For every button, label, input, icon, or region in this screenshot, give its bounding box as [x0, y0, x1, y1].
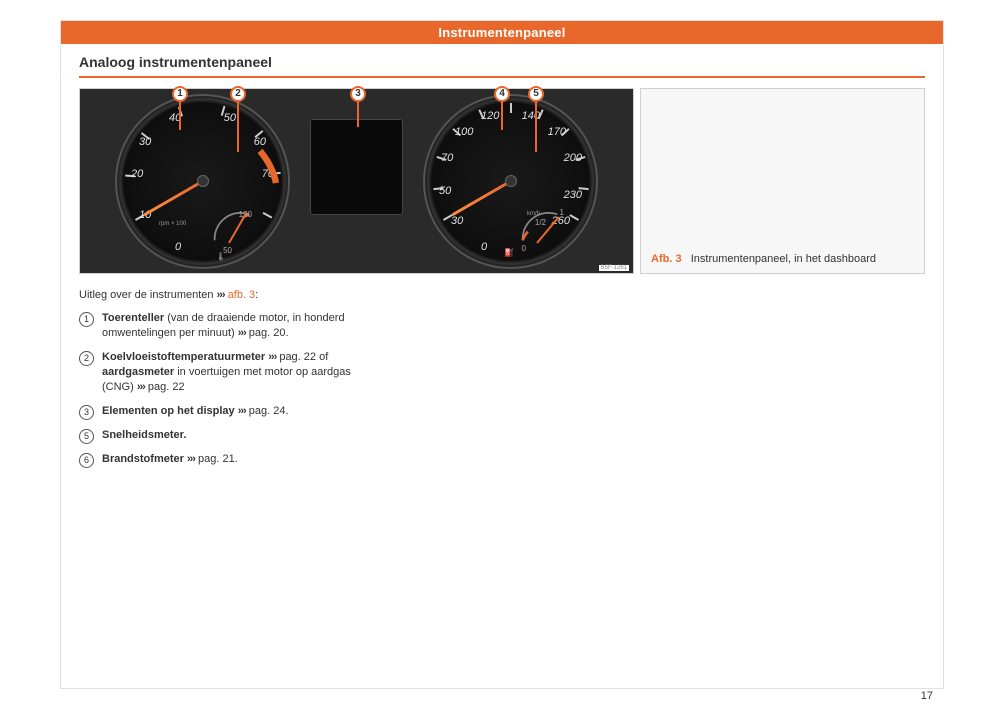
callout-pin-3: 3 — [350, 86, 366, 102]
list-item: 3 Elementen op het display ››› pag. 24. — [79, 404, 379, 420]
pin-line — [179, 102, 181, 130]
tachometer-gauge: 0 10 20 30 40 50 60 70 rpm × 100 50 130 … — [115, 94, 290, 269]
item-ref: pag. 21. — [195, 453, 238, 465]
pin-line — [535, 102, 537, 152]
list-item: 2 Koelvloeistoftemperatuurmeter ››› pag.… — [79, 350, 379, 396]
fuel-min: 0 — [522, 244, 526, 253]
item-bold: Toerenteller — [102, 312, 164, 324]
speedo-num: 100 — [455, 126, 473, 138]
body-text: Uitleg over de instrumenten ››› afb. 3: … — [79, 288, 379, 468]
speedo-num: 50 — [439, 185, 451, 197]
title-rule — [79, 76, 925, 78]
fuel-icon: ⛽ — [504, 248, 514, 257]
tick — [510, 103, 512, 113]
list-item: 6 Brandstofmeter ››› pag. 21. — [79, 452, 379, 468]
speedo-num: 70 — [441, 152, 453, 164]
item-ref: pag. 22 — [145, 381, 185, 393]
item-bold: Snelheidsmeter. — [102, 429, 186, 441]
list-item: 1 Toerenteller (van de draaiende motor, … — [79, 311, 379, 342]
speedo-num: 0 — [481, 241, 487, 253]
list-item: 5 Snelheidsmeter. — [79, 428, 379, 444]
speedo-num: 30 — [451, 215, 463, 227]
figure-row: 0 10 20 30 40 50 60 70 rpm × 100 50 130 … — [79, 88, 925, 274]
needle-cap — [197, 175, 209, 187]
item-ref: pag. 24. — [246, 405, 289, 417]
item-num: 6 — [79, 453, 94, 468]
arrows: ››› — [217, 289, 225, 301]
header-bar: Instrumentenpaneel — [61, 21, 943, 44]
callout-pin-5: 5 — [528, 86, 544, 102]
speedo-num: 200 — [564, 152, 582, 164]
item-num: 3 — [79, 405, 94, 420]
center-display — [310, 119, 403, 215]
item-rest: pag. 22 of — [276, 351, 328, 363]
callout-pin-1: 1 — [172, 86, 188, 102]
pin-line — [357, 102, 359, 127]
speedo-needle — [451, 180, 511, 217]
fuel-half: 1/2 — [535, 218, 546, 227]
tick — [569, 214, 579, 221]
item-num: 2 — [79, 351, 94, 366]
item-bold: Koelvloeistoftemperatuurmeter — [102, 351, 268, 363]
speedo-num: 230 — [564, 189, 582, 201]
item-ref: pag. 20. — [246, 327, 289, 339]
fuel-max: 1 — [560, 208, 564, 217]
intro-line: Uitleg over de instrumenten ››› afb. 3: — [79, 288, 379, 303]
speedometer-gauge: 0 30 50 70 100 120 140 170 200 230 260 k… — [423, 94, 598, 269]
item-text: Snelheidsmeter. — [102, 428, 379, 443]
pin-line — [501, 102, 503, 130]
items-list: 1 Toerenteller (van de draaiende motor, … — [79, 311, 379, 468]
item-num: 5 — [79, 429, 94, 444]
arrows: ››› — [238, 405, 246, 417]
arrows: ››› — [137, 381, 145, 393]
callout-pin-4: 4 — [494, 86, 510, 102]
intro-before: Uitleg over de instrumenten — [79, 289, 217, 301]
figure-code: B5F-1261 — [599, 265, 629, 271]
needle-cap — [505, 175, 517, 187]
item-text: Brandstofmeter ››› pag. 21. — [102, 452, 379, 467]
item-bold: aardgasmeter — [102, 366, 174, 378]
item-bold: Brandstofmeter — [102, 453, 187, 465]
speedo-num: 170 — [548, 126, 566, 138]
figure-caption: Afb. 3 Instrumentenpaneel, in het dashbo… — [651, 253, 876, 265]
intro-ref: afb. 3 — [228, 289, 256, 301]
item-text: Toerenteller (van de draaiende motor, in… — [102, 311, 379, 342]
figure-caption-text: Instrumentenpaneel, in het dashboard — [691, 253, 876, 265]
item-bold: Elementen op het display — [102, 405, 238, 417]
figure-label: Afb. 3 — [651, 253, 682, 265]
arrows: ››› — [187, 453, 195, 465]
item-num: 1 — [79, 312, 94, 327]
speedo-num: 140 — [522, 110, 540, 122]
section-title: Analoog instrumentenpaneel — [61, 44, 943, 76]
callout-pin-2: 2 — [230, 86, 246, 102]
arrows: ››› — [238, 327, 246, 339]
pin-line — [237, 102, 239, 152]
page-number: 17 — [921, 690, 933, 702]
item-text: Koelvloeistoftemperatuurmeter ››› pag. 2… — [102, 350, 379, 396]
item-text: Elementen op het display ››› pag. 24. — [102, 404, 379, 419]
figure-caption-box: Afb. 3 Instrumentenpaneel, in het dashbo… — [640, 88, 925, 274]
speedo-num: 120 — [481, 110, 499, 122]
intro-after: : — [255, 289, 258, 301]
instrument-cluster-figure: 0 10 20 30 40 50 60 70 rpm × 100 50 130 … — [79, 88, 634, 274]
